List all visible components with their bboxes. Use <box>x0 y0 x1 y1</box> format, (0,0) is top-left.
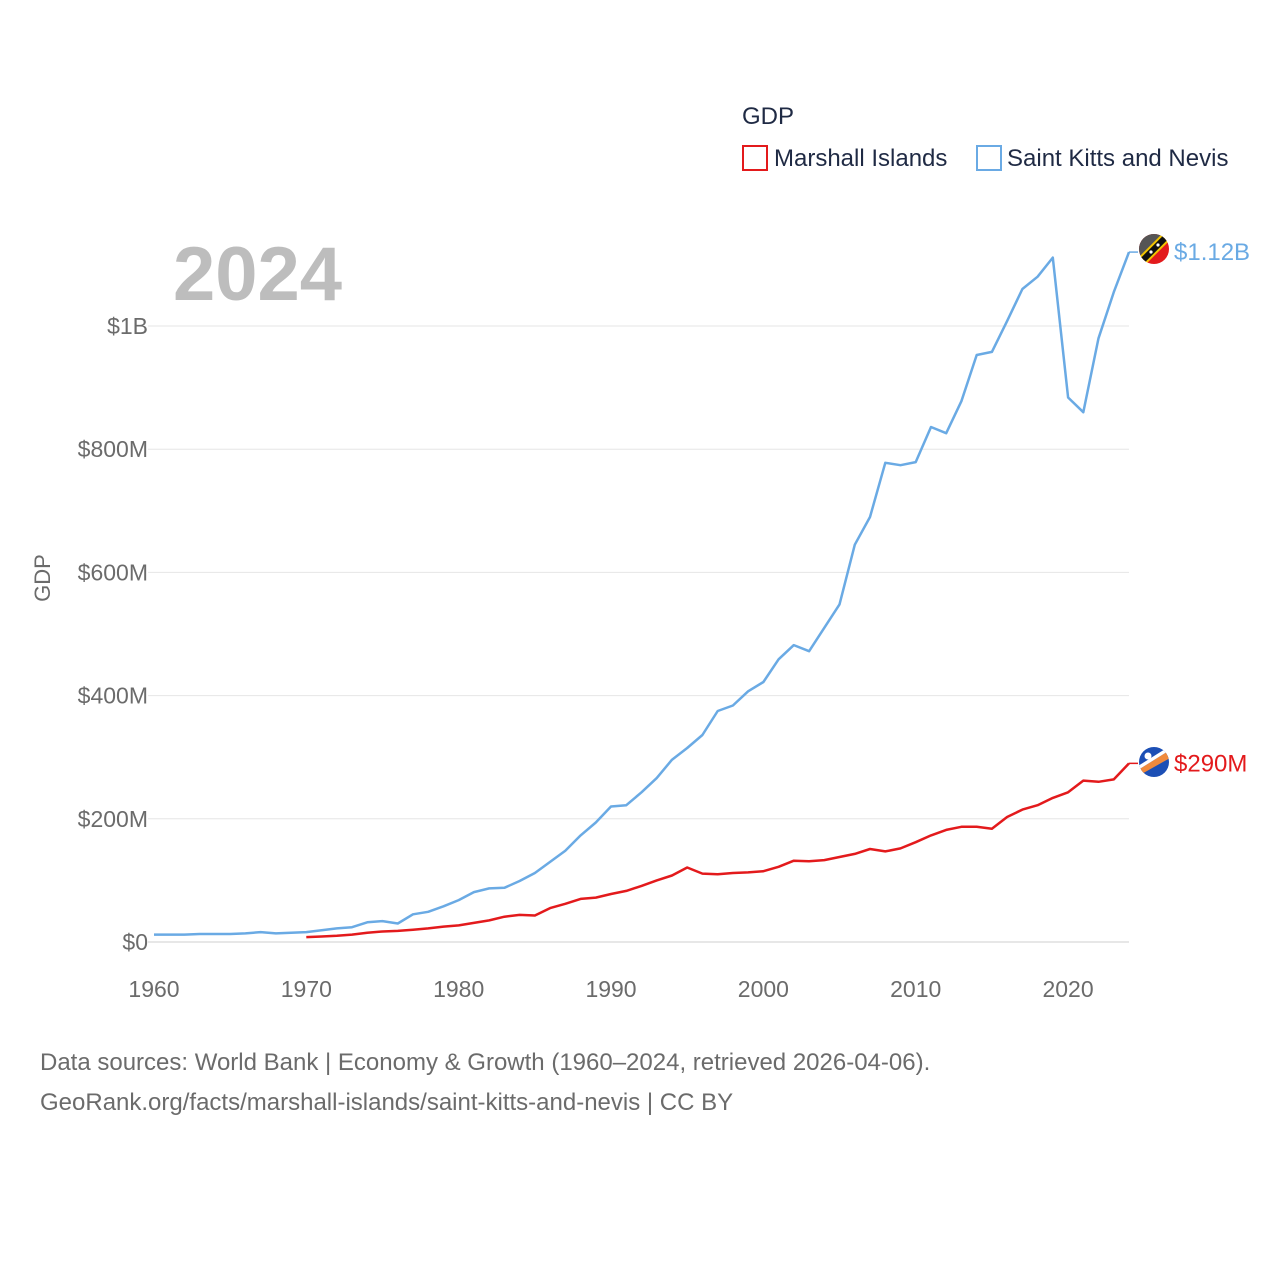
series-line-marshall-islands[interactable] <box>306 762 1130 939</box>
end-value-label: $1.12B <box>1174 239 1250 266</box>
x-tick-label: 2020 <box>1042 976 1093 1002</box>
x-tick-label: 1980 <box>433 976 484 1002</box>
legend-swatch-saint-kitts-and-nevis[interactable] <box>976 145 1002 171</box>
y-tick-label: $0 <box>122 929 148 955</box>
x-axis-ticks: 1960 1970 1980 1990 2000 2010 2020 <box>128 976 1093 1002</box>
x-tick-label: 1960 <box>128 976 179 1002</box>
legend-title: GDP <box>742 103 794 130</box>
y-tick-label: $400M <box>78 683 148 709</box>
x-tick-label: 1970 <box>281 976 332 1002</box>
y-axis-ticks: $0 $200M $400M $600M $800M $1B <box>78 313 148 955</box>
legend-label-saint-kitts-and-nevis[interactable]: Saint Kitts and Nevis <box>1007 145 1228 172</box>
series-lines <box>154 251 1131 939</box>
source-line-2[interactable]: GeoRank.org/facts/marshall-islands/saint… <box>40 1089 734 1116</box>
gdp-line-chart: GDP Marshall Islands Saint Kitts and Nev… <box>30 103 1250 1002</box>
y-tick-label: $1B <box>107 313 148 339</box>
y-tick-label: $800M <box>78 436 148 462</box>
source-line-1: Data sources: World Bank | Economy & Gro… <box>40 1049 931 1076</box>
x-tick-label: 2010 <box>890 976 941 1002</box>
marshall-islands-flag-icon <box>1139 747 1169 777</box>
series-line-saint-kitts-and-nevis[interactable] <box>154 251 1131 936</box>
data-source-note: Data sources: World Bank | Economy & Gro… <box>40 1043 930 1123</box>
x-tick-label: 1990 <box>585 976 636 1002</box>
y-tick-label: $200M <box>78 806 148 832</box>
y-axis-label: GDP <box>30 554 55 602</box>
series-end-labels: $290M $1.12B <box>1129 239 1250 777</box>
y-tick-label: $600M <box>78 559 148 585</box>
legend-swatch-marshall-islands[interactable] <box>742 145 768 171</box>
legend-label-marshall-islands[interactable]: Marshall Islands <box>774 145 947 172</box>
grid-lines <box>148 325 1129 943</box>
saint-kitts-and-nevis-flag-icon <box>1139 234 1169 264</box>
x-tick-label: 2000 <box>738 976 789 1002</box>
year-label: 2024 <box>173 232 342 317</box>
end-value-label: $290M <box>1174 750 1247 777</box>
